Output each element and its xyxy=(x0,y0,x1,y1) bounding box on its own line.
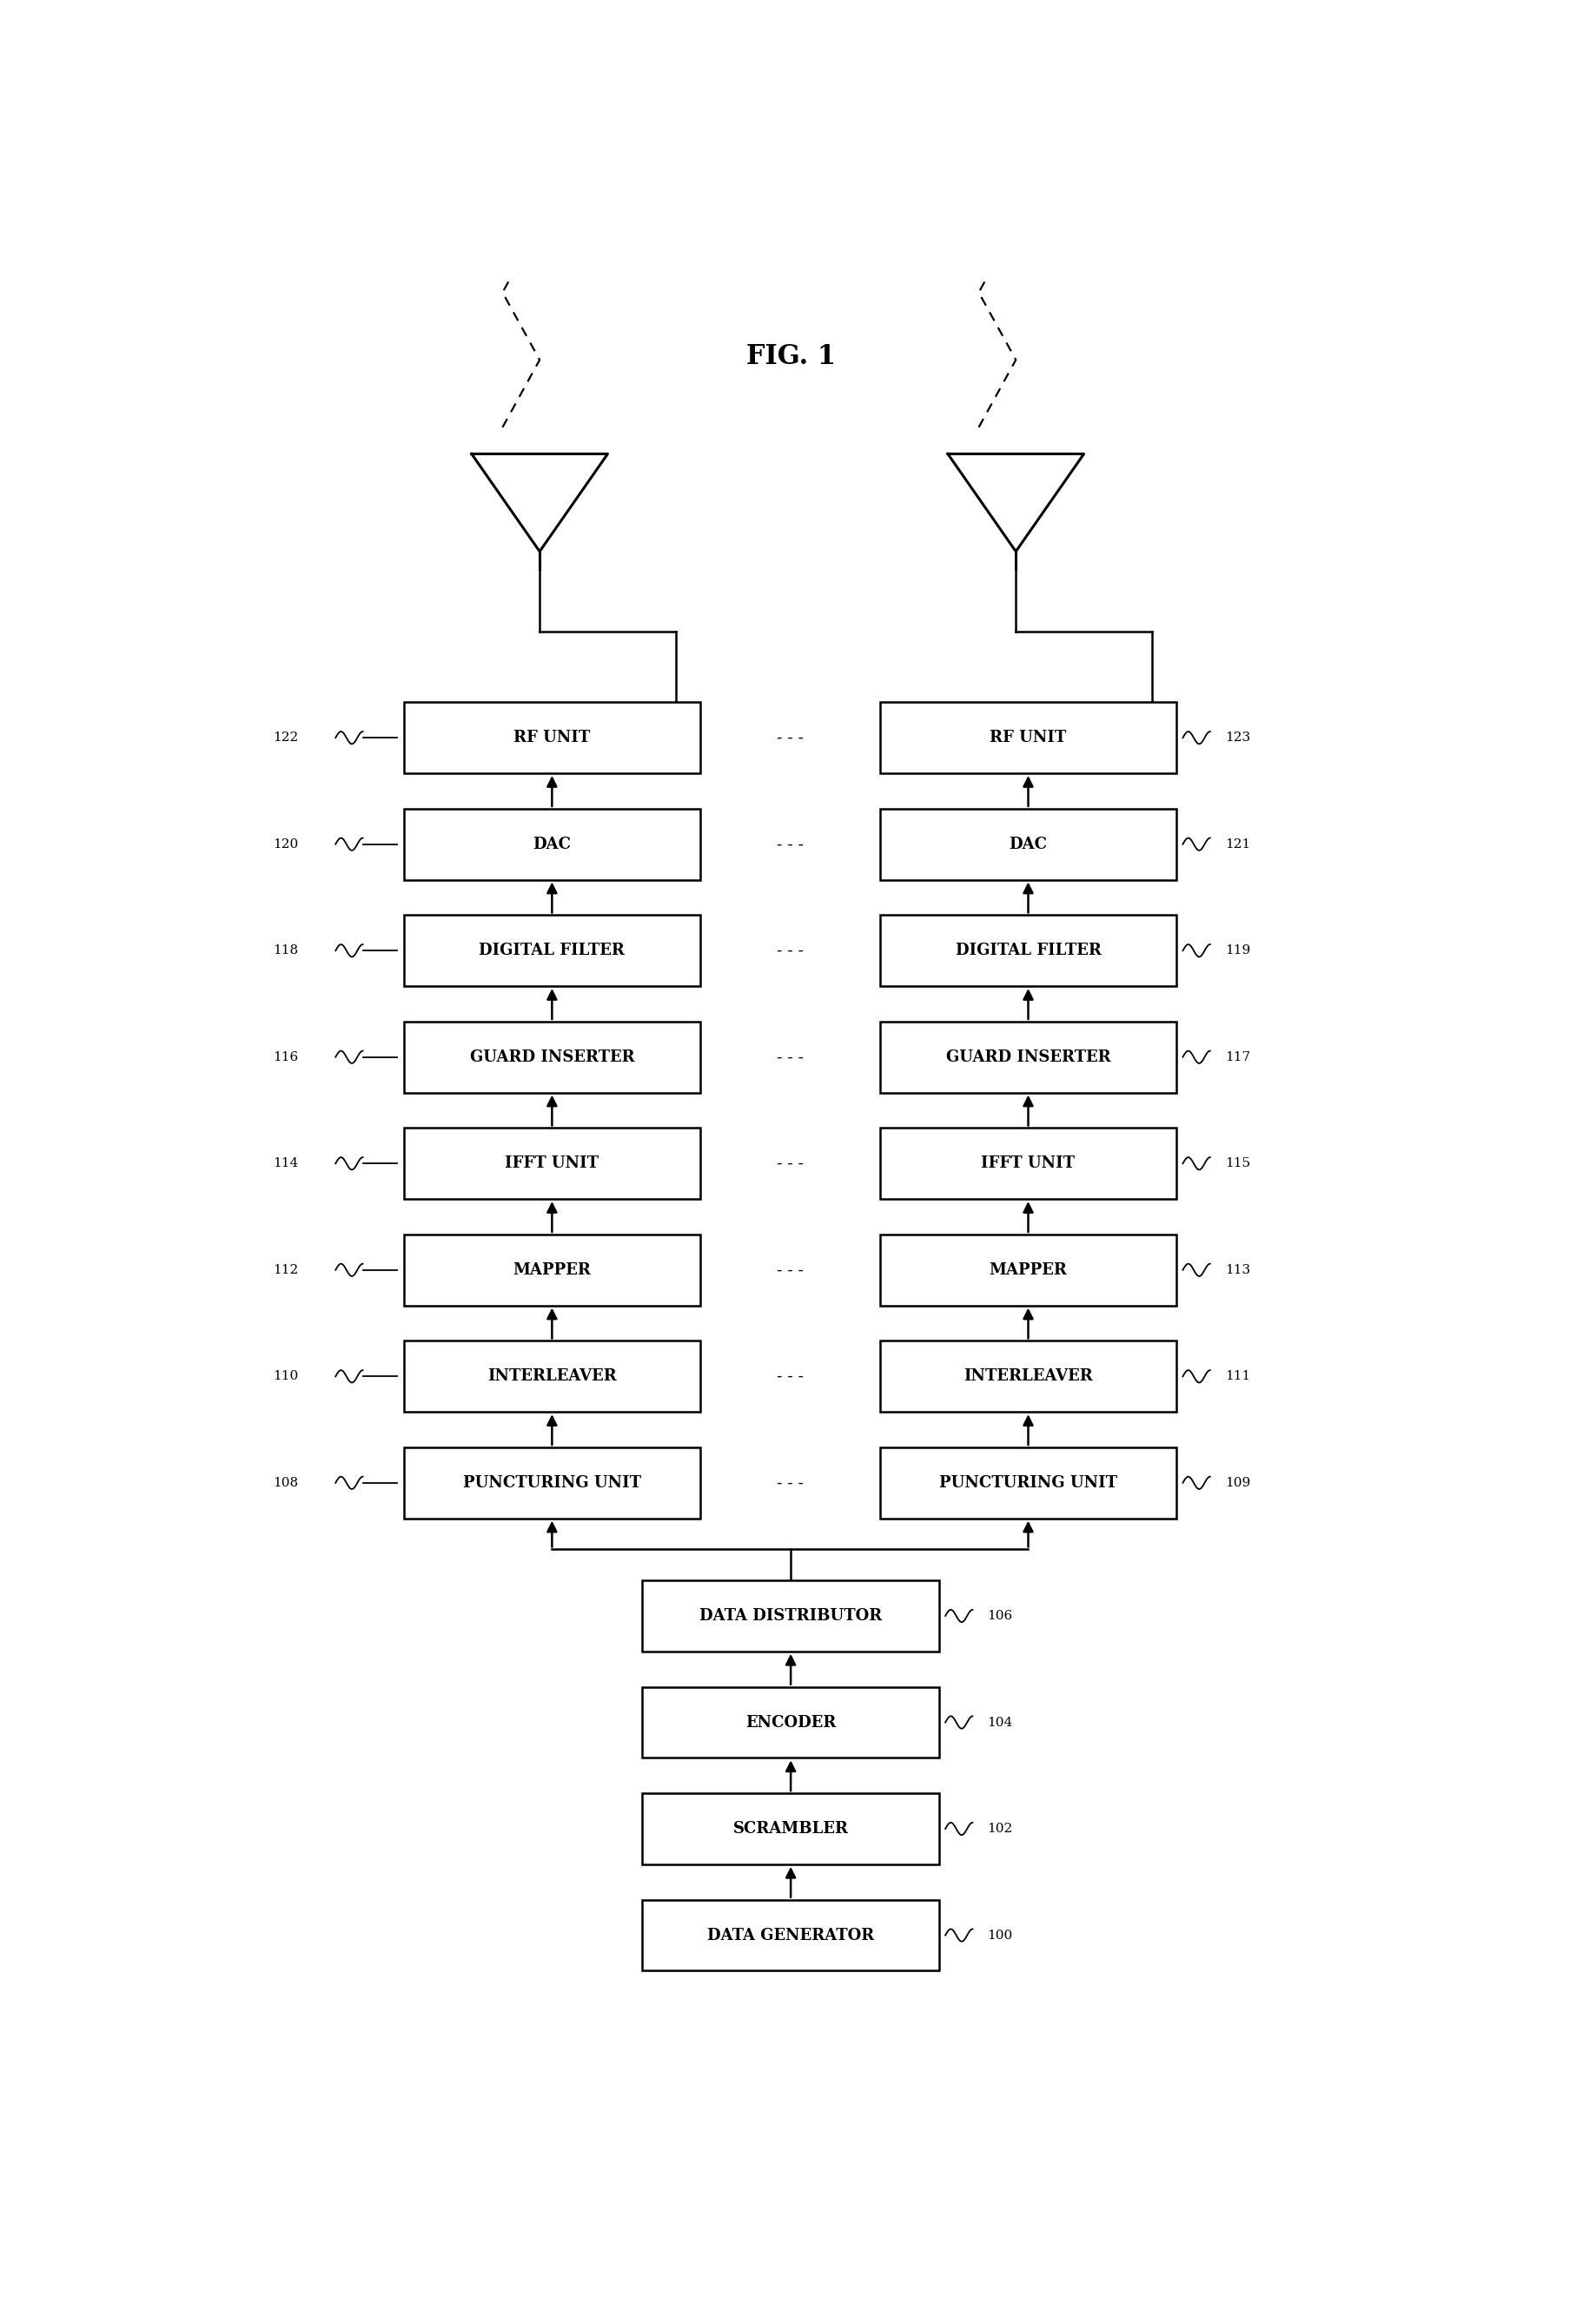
Bar xyxy=(879,809,1176,880)
Text: SCRAMBLER: SCRAMBLER xyxy=(733,1820,849,1836)
Bar xyxy=(879,703,1176,774)
Text: 117: 117 xyxy=(1224,1051,1250,1062)
Text: - - -: - - - xyxy=(777,1475,804,1491)
Text: MAPPER: MAPPER xyxy=(990,1263,1068,1279)
Bar xyxy=(879,1129,1176,1198)
Text: - - -: - - - xyxy=(777,1048,804,1064)
Text: - - -: - - - xyxy=(777,942,804,958)
Text: GUARD INSERTER: GUARD INSERTER xyxy=(469,1048,634,1064)
Text: - - -: - - - xyxy=(777,730,804,746)
Text: 108: 108 xyxy=(273,1477,298,1488)
Text: MAPPER: MAPPER xyxy=(512,1263,591,1279)
Text: 100: 100 xyxy=(988,1928,1013,1942)
Text: 116: 116 xyxy=(273,1051,298,1062)
Bar xyxy=(879,1447,1176,1518)
Text: 104: 104 xyxy=(988,1716,1013,1728)
Bar xyxy=(404,1021,701,1092)
Text: DATA GENERATOR: DATA GENERATOR xyxy=(707,1928,875,1942)
Text: DIGITAL FILTER: DIGITAL FILTER xyxy=(479,942,626,958)
Text: 106: 106 xyxy=(988,1610,1013,1622)
Bar xyxy=(879,1021,1176,1092)
Text: 115: 115 xyxy=(1224,1157,1250,1170)
Bar xyxy=(642,1901,938,1970)
Text: 109: 109 xyxy=(1224,1477,1250,1488)
Text: FIG. 1: FIG. 1 xyxy=(745,343,835,369)
Text: 110: 110 xyxy=(273,1371,298,1382)
Bar xyxy=(404,915,701,986)
Text: 111: 111 xyxy=(1224,1371,1250,1382)
Text: - - -: - - - xyxy=(777,1369,804,1385)
Bar xyxy=(404,1129,701,1198)
Text: 112: 112 xyxy=(273,1265,298,1276)
Text: ENCODER: ENCODER xyxy=(745,1714,836,1730)
Text: RF UNIT: RF UNIT xyxy=(990,730,1066,746)
Text: PUNCTURING UNIT: PUNCTURING UNIT xyxy=(938,1475,1117,1491)
Bar xyxy=(642,1581,938,1652)
Bar xyxy=(404,809,701,880)
Text: DAC: DAC xyxy=(533,836,571,852)
Text: 119: 119 xyxy=(1224,945,1250,956)
Bar xyxy=(404,1235,701,1306)
Text: 122: 122 xyxy=(273,733,298,744)
Text: DATA DISTRIBUTOR: DATA DISTRIBUTOR xyxy=(699,1608,883,1624)
Bar xyxy=(642,1687,938,1758)
Text: - - -: - - - xyxy=(777,836,804,852)
Text: IFFT UNIT: IFFT UNIT xyxy=(982,1157,1076,1170)
Bar xyxy=(404,1341,701,1412)
Text: 102: 102 xyxy=(988,1822,1013,1834)
Polygon shape xyxy=(472,454,608,551)
Text: RF UNIT: RF UNIT xyxy=(514,730,591,746)
Text: 120: 120 xyxy=(273,839,298,850)
Text: - - -: - - - xyxy=(777,1157,804,1170)
Text: GUARD INSERTER: GUARD INSERTER xyxy=(946,1048,1111,1064)
Text: 121: 121 xyxy=(1224,839,1250,850)
Bar xyxy=(404,703,701,774)
Text: DAC: DAC xyxy=(1009,836,1047,852)
Text: IFFT UNIT: IFFT UNIT xyxy=(504,1157,598,1170)
Text: INTERLEAVER: INTERLEAVER xyxy=(487,1369,616,1385)
Bar xyxy=(404,1447,701,1518)
Text: 113: 113 xyxy=(1224,1265,1250,1276)
Bar xyxy=(879,915,1176,986)
Text: DIGITAL FILTER: DIGITAL FILTER xyxy=(956,942,1101,958)
Bar xyxy=(879,1235,1176,1306)
Text: 123: 123 xyxy=(1224,733,1250,744)
Text: 118: 118 xyxy=(273,945,298,956)
Text: - - -: - - - xyxy=(777,1263,804,1279)
Bar xyxy=(642,1793,938,1864)
Bar xyxy=(879,1341,1176,1412)
Text: INTERLEAVER: INTERLEAVER xyxy=(964,1369,1093,1385)
Text: PUNCTURING UNIT: PUNCTURING UNIT xyxy=(463,1475,642,1491)
Text: 114: 114 xyxy=(273,1157,298,1170)
Polygon shape xyxy=(948,454,1084,551)
